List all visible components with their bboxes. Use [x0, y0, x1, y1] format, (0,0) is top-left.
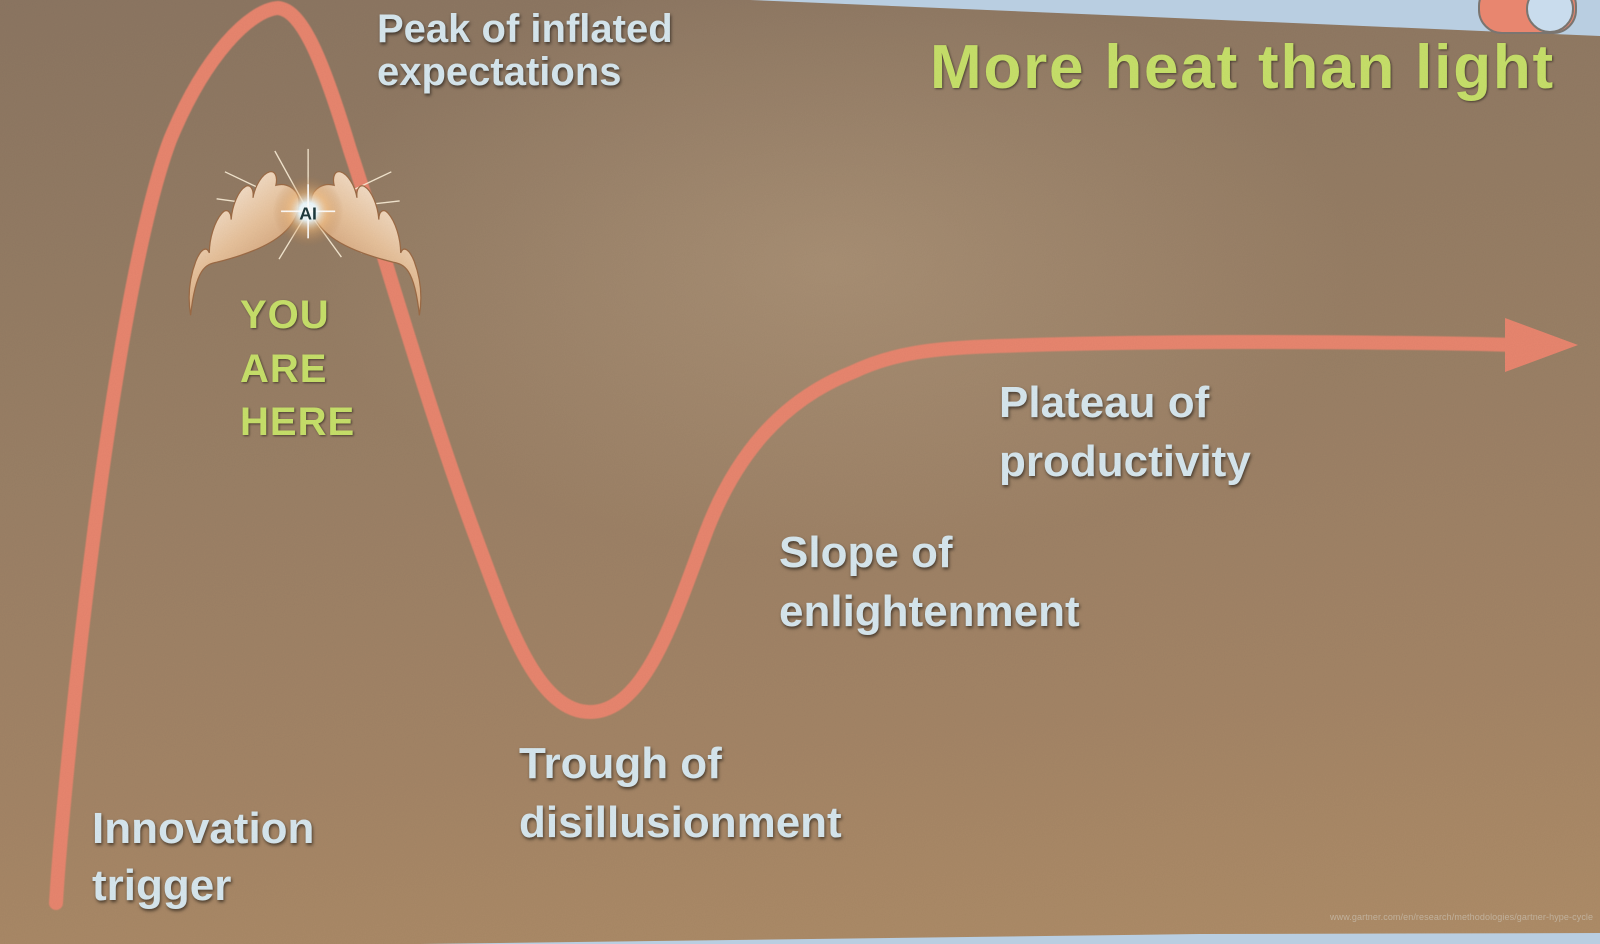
svg-text:AI: AI [299, 204, 317, 224]
